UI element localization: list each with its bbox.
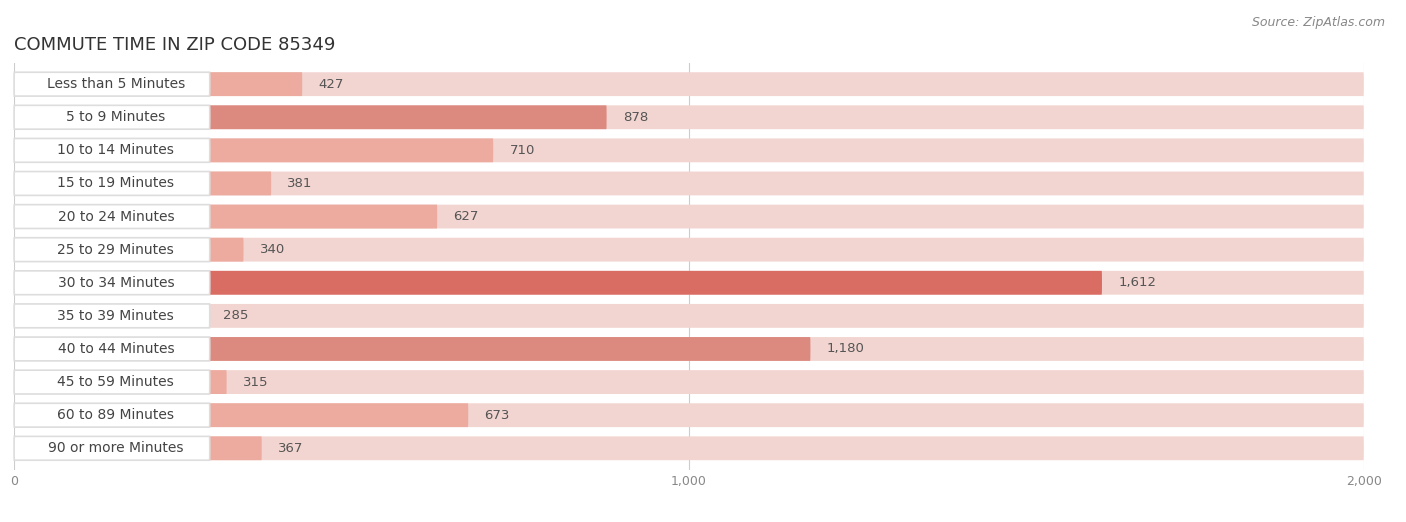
FancyBboxPatch shape xyxy=(14,370,209,394)
Text: COMMUTE TIME IN ZIP CODE 85349: COMMUTE TIME IN ZIP CODE 85349 xyxy=(14,37,336,54)
Text: 315: 315 xyxy=(243,375,269,388)
Text: 15 to 19 Minutes: 15 to 19 Minutes xyxy=(58,176,174,191)
Text: 710: 710 xyxy=(509,144,534,157)
Text: 45 to 59 Minutes: 45 to 59 Minutes xyxy=(58,375,174,389)
Text: 10 to 14 Minutes: 10 to 14 Minutes xyxy=(58,144,174,157)
FancyBboxPatch shape xyxy=(14,105,209,129)
Text: 367: 367 xyxy=(278,442,304,455)
FancyBboxPatch shape xyxy=(14,138,209,162)
Text: 381: 381 xyxy=(287,177,312,190)
FancyBboxPatch shape xyxy=(14,138,494,162)
FancyBboxPatch shape xyxy=(14,105,1364,129)
FancyBboxPatch shape xyxy=(14,436,1364,460)
FancyBboxPatch shape xyxy=(14,436,262,460)
FancyBboxPatch shape xyxy=(14,404,1364,427)
FancyBboxPatch shape xyxy=(14,138,1364,162)
Text: 5 to 9 Minutes: 5 to 9 Minutes xyxy=(66,110,166,124)
FancyBboxPatch shape xyxy=(14,238,1364,262)
Text: 627: 627 xyxy=(453,210,479,223)
Text: 25 to 29 Minutes: 25 to 29 Minutes xyxy=(58,243,174,257)
FancyBboxPatch shape xyxy=(14,72,1364,96)
FancyBboxPatch shape xyxy=(14,271,1364,295)
FancyBboxPatch shape xyxy=(14,370,226,394)
Text: 427: 427 xyxy=(318,78,344,91)
FancyBboxPatch shape xyxy=(14,337,1364,361)
FancyBboxPatch shape xyxy=(14,72,209,96)
FancyBboxPatch shape xyxy=(14,238,243,262)
Text: 878: 878 xyxy=(623,111,648,124)
Text: 20 to 24 Minutes: 20 to 24 Minutes xyxy=(58,209,174,223)
FancyBboxPatch shape xyxy=(14,404,209,427)
Text: 40 to 44 Minutes: 40 to 44 Minutes xyxy=(58,342,174,356)
FancyBboxPatch shape xyxy=(14,72,302,96)
Text: Source: ZipAtlas.com: Source: ZipAtlas.com xyxy=(1251,16,1385,29)
Text: 60 to 89 Minutes: 60 to 89 Minutes xyxy=(58,408,174,422)
FancyBboxPatch shape xyxy=(14,205,209,229)
Text: 35 to 39 Minutes: 35 to 39 Minutes xyxy=(58,309,174,323)
FancyBboxPatch shape xyxy=(14,436,209,460)
FancyBboxPatch shape xyxy=(14,370,1364,394)
FancyBboxPatch shape xyxy=(14,337,209,361)
FancyBboxPatch shape xyxy=(14,304,207,328)
Text: 1,180: 1,180 xyxy=(827,342,865,355)
FancyBboxPatch shape xyxy=(14,404,468,427)
FancyBboxPatch shape xyxy=(14,304,1364,328)
Text: Less than 5 Minutes: Less than 5 Minutes xyxy=(46,77,186,91)
FancyBboxPatch shape xyxy=(14,205,437,229)
FancyBboxPatch shape xyxy=(14,172,1364,195)
FancyBboxPatch shape xyxy=(14,205,1364,229)
FancyBboxPatch shape xyxy=(14,337,810,361)
Text: 673: 673 xyxy=(485,409,510,422)
FancyBboxPatch shape xyxy=(14,105,606,129)
Text: 1,612: 1,612 xyxy=(1118,276,1156,289)
FancyBboxPatch shape xyxy=(14,271,1102,295)
Text: 30 to 34 Minutes: 30 to 34 Minutes xyxy=(58,276,174,290)
FancyBboxPatch shape xyxy=(14,172,209,195)
Text: 340: 340 xyxy=(260,243,285,256)
FancyBboxPatch shape xyxy=(14,271,209,295)
Text: 90 or more Minutes: 90 or more Minutes xyxy=(48,441,184,455)
Text: 285: 285 xyxy=(222,310,247,323)
FancyBboxPatch shape xyxy=(14,304,209,328)
FancyBboxPatch shape xyxy=(14,172,271,195)
FancyBboxPatch shape xyxy=(14,238,209,262)
